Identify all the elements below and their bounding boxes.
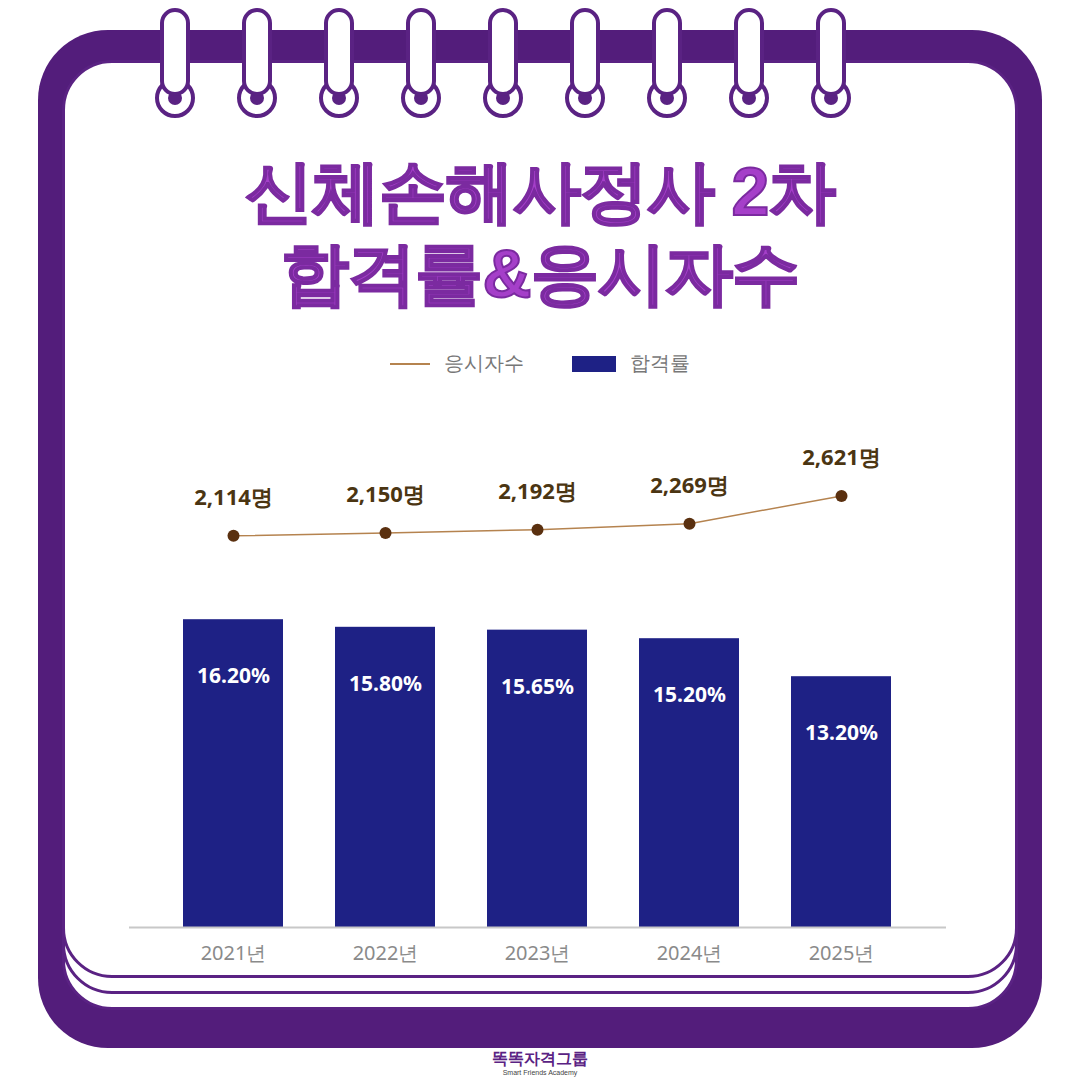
svg-text:15.65%: 15.65% — [501, 672, 574, 700]
svg-text:2,114명: 2,114명 — [194, 481, 273, 511]
svg-text:2,150명: 2,150명 — [346, 478, 425, 508]
html-text:똑똑자격그룹: 똑똑자격그룹 — [492, 1050, 588, 1067]
html-text:응시자수: 응시자수 — [444, 352, 524, 374]
html-text:합격률: 합격률 — [630, 352, 690, 374]
html-text:Smart Friends Academy: Smart Friends Academy — [502, 1069, 578, 1076]
svg-text:2,269명: 2,269명 — [650, 469, 729, 499]
html-text:신체손해사정사 2차: 신체손해사정사 2차 — [244, 153, 836, 229]
svg-text:15.80%: 15.80% — [349, 669, 422, 697]
svg-text:16.20%: 16.20% — [197, 661, 270, 689]
svg-text:2025년: 2025년 — [809, 939, 875, 966]
svg-text:2,621명: 2,621명 — [802, 441, 881, 471]
svg-text:2,192명: 2,192명 — [498, 475, 577, 505]
svg-text:2023년: 2023년 — [505, 939, 571, 966]
html-text:합격률&응시자수: 합격률&응시자수 — [281, 235, 799, 311]
svg-text:2024년: 2024년 — [657, 939, 723, 966]
svg-text:2022년: 2022년 — [353, 939, 419, 966]
svg-text:15.20%: 15.20% — [653, 680, 726, 708]
svg-text:2021년: 2021년 — [201, 939, 267, 966]
svg-text:13.20%: 13.20% — [805, 718, 878, 746]
